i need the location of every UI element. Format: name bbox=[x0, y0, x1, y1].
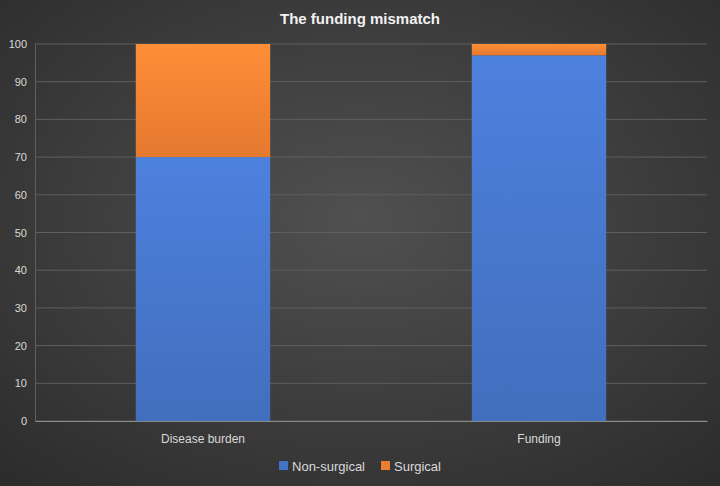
y-tick: 70 bbox=[15, 151, 35, 163]
x-axis-line bbox=[36, 421, 708, 422]
legend-label: Non-surgical bbox=[292, 459, 365, 474]
chart: 0 10 20 30 40 50 60 70 80 90 100 Disease burden Fund… bbox=[0, 0, 720, 486]
y-tick-label: 100 bbox=[9, 38, 27, 50]
y-axis: 0 10 20 30 40 50 60 70 80 90 100 bbox=[9, 38, 36, 427]
y-tick-label: 0 bbox=[21, 415, 27, 427]
y-axis-line bbox=[35, 45, 36, 422]
y-tick-label: 40 bbox=[15, 264, 27, 276]
title: The funding mismatch bbox=[280, 10, 440, 27]
x-tick-label: Disease burden bbox=[161, 432, 245, 446]
y-tick: 100 bbox=[9, 38, 35, 50]
y-tick: 60 bbox=[15, 189, 35, 201]
y-tick: 10 bbox=[15, 377, 35, 389]
bar bbox=[136, 44, 270, 157]
legend-swatch bbox=[381, 461, 390, 470]
grid bbox=[35, 44, 707, 421]
legend: Non-surgical Surgical bbox=[279, 459, 441, 474]
y-tick-label: 10 bbox=[15, 377, 27, 389]
y-tick: 0 bbox=[21, 415, 35, 427]
y-tick-label: 50 bbox=[15, 227, 27, 239]
y-tick: 40 bbox=[15, 264, 35, 276]
y-tick-label: 60 bbox=[15, 189, 27, 201]
x-tick-label: Funding bbox=[517, 432, 560, 446]
legend-item: Surgical bbox=[381, 459, 441, 474]
y-tick: 80 bbox=[15, 113, 35, 125]
y-tick: 50 bbox=[15, 227, 35, 239]
bar bbox=[472, 44, 606, 55]
y-tick: 30 bbox=[15, 302, 35, 314]
y-tick-label: 20 bbox=[15, 340, 27, 352]
y-tick: 20 bbox=[15, 340, 35, 352]
x-tick: Disease burden bbox=[161, 421, 245, 446]
bars bbox=[136, 44, 606, 421]
background bbox=[0, 0, 720, 486]
y-tick-label: 90 bbox=[15, 76, 27, 88]
y-tick-label: 80 bbox=[15, 113, 27, 125]
x-tick: Funding bbox=[517, 421, 560, 446]
x-axis: Disease burden Funding bbox=[36, 421, 708, 446]
legend-swatch bbox=[279, 461, 288, 470]
bar bbox=[472, 55, 606, 421]
y-tick: 90 bbox=[15, 76, 35, 88]
legend-label: Surgical bbox=[394, 459, 441, 474]
bar bbox=[136, 157, 270, 421]
y-tick-label: 30 bbox=[15, 302, 27, 314]
y-tick-label: 70 bbox=[15, 151, 27, 163]
legend-item: Non-surgical bbox=[279, 459, 365, 474]
